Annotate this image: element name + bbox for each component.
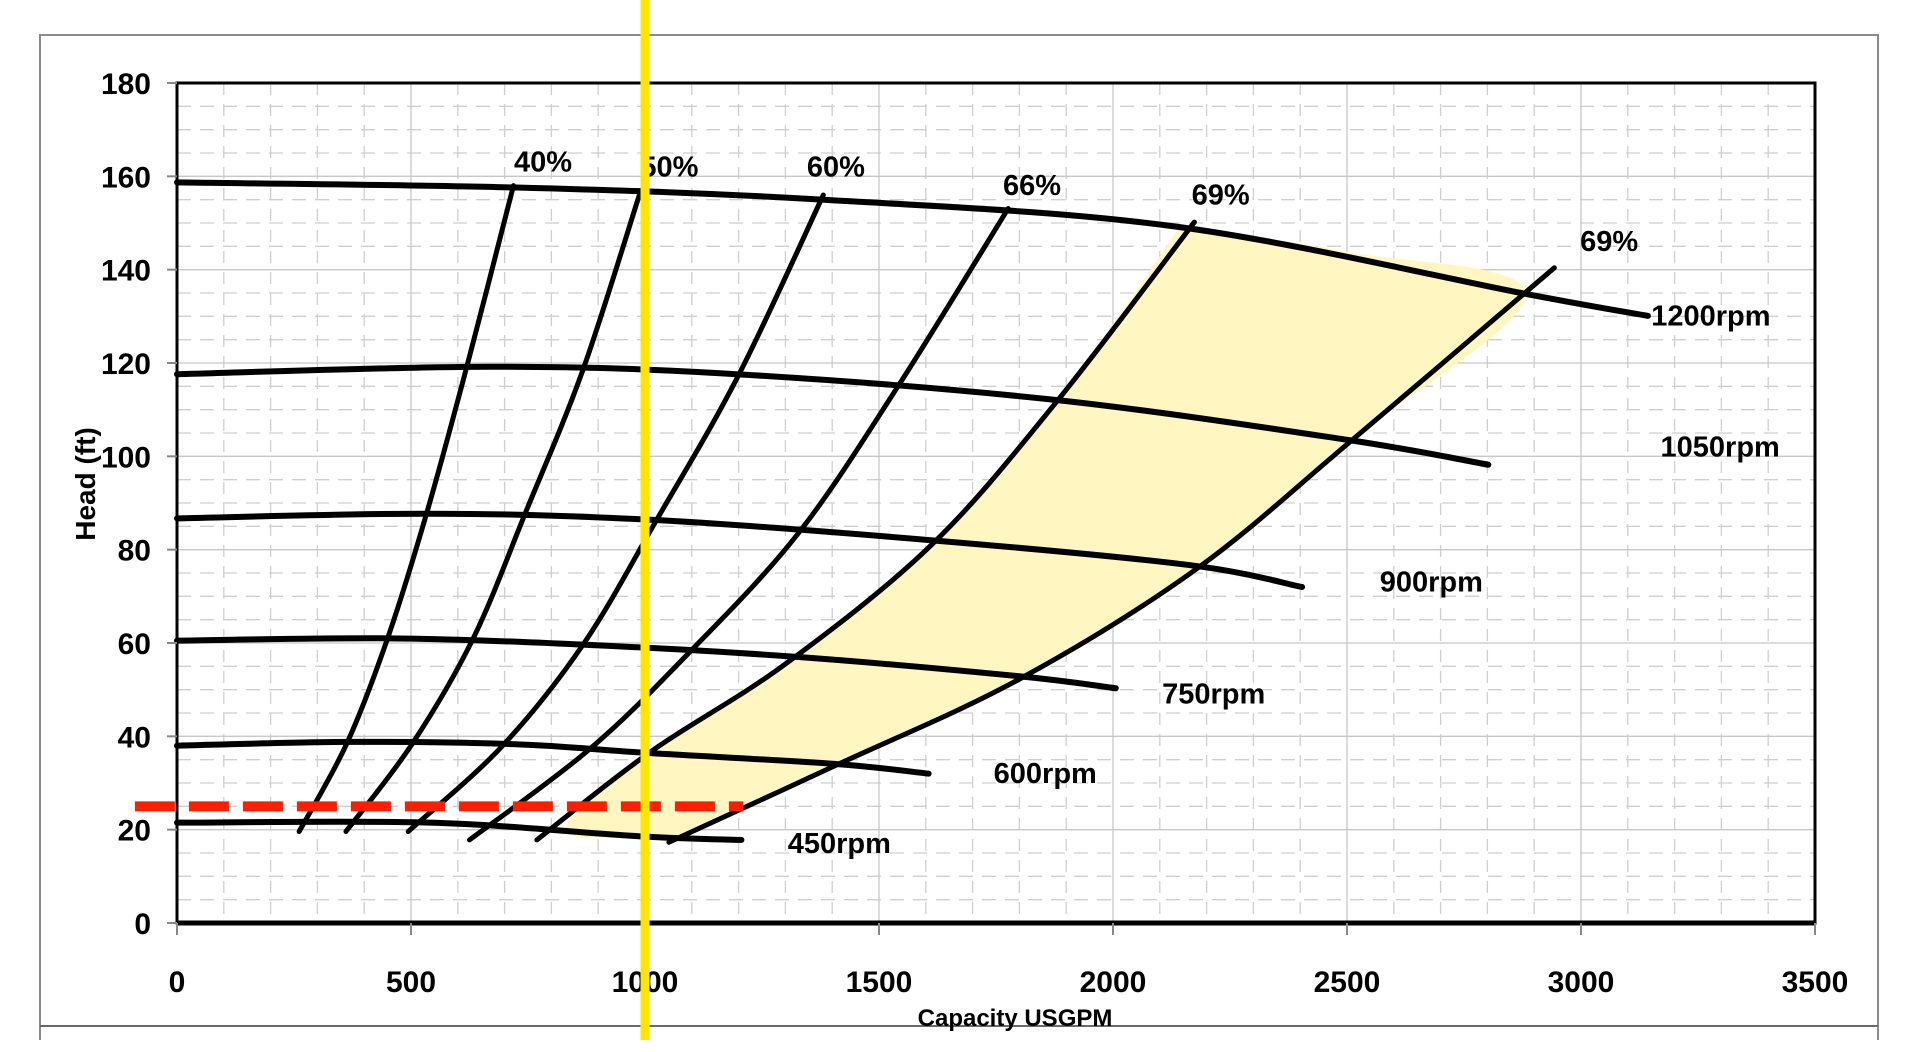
speed-curve-900rpm xyxy=(174,510,1306,590)
y-tick-label: 140 xyxy=(101,255,151,288)
x-tick-label: 2000 xyxy=(1080,966,1147,999)
x-tick-label: 3000 xyxy=(1548,966,1615,999)
curve-label: 900rpm xyxy=(1380,567,1483,599)
y-axis-title: Head (ft) xyxy=(70,427,101,541)
efficiency-curve-3 xyxy=(467,206,1011,843)
preferred-operating-region xyxy=(565,225,1526,838)
annotation-lines xyxy=(134,0,744,1040)
curve-label: 750rpm xyxy=(1162,679,1265,711)
curve-label: 50% xyxy=(640,151,698,183)
y-tick-label: 120 xyxy=(101,348,151,381)
x-tick-label: 3500 xyxy=(1782,966,1849,999)
curve-label: 600rpm xyxy=(994,758,1097,790)
curve-labels: 1200rpm 1050rpm 900rpm 750rpm 600rpm 450rpm 40… xyxy=(514,147,1780,860)
shaded-region xyxy=(565,225,1526,838)
x-tick-label: 2500 xyxy=(1314,966,1381,999)
y-tick-label: 100 xyxy=(101,441,151,474)
curve-label: 69% xyxy=(1580,226,1638,258)
efficiency-curve-2 xyxy=(405,192,826,835)
curve-label: 69% xyxy=(1192,179,1250,211)
speed-curve-750rpm xyxy=(174,635,1119,692)
curve-label: 1200rpm xyxy=(1651,301,1770,333)
x-tick-label: 500 xyxy=(386,966,436,999)
curve-label: 40% xyxy=(514,147,572,179)
y-tick-label: 160 xyxy=(101,161,151,194)
x-axis-title: Capacity USGPM xyxy=(918,1005,1113,1032)
efficiency-curve-0 xyxy=(296,183,516,835)
speed-curve-1050rpm xyxy=(174,363,1492,468)
speed-curve-1200rpm xyxy=(174,179,1651,319)
curve-label: 1050rpm xyxy=(1661,431,1780,463)
curve-label: 60% xyxy=(807,151,865,183)
curve-label: 66% xyxy=(1003,170,1061,202)
y-tick-label: 20 xyxy=(118,815,151,848)
efficiency-curve-5 xyxy=(666,265,1557,845)
curve-label: 450rpm xyxy=(788,828,891,860)
x-tick-label: 0 xyxy=(169,966,186,999)
axis-ticks: 0204060801001201401601800500100015002000… xyxy=(101,68,1848,999)
speed-curve-450rpm xyxy=(174,818,745,843)
y-tick-label: 0 xyxy=(134,908,151,941)
y-tick-label: 40 xyxy=(118,721,151,754)
efficiency-curve-1 xyxy=(343,187,644,835)
outer-frame xyxy=(39,34,1879,1040)
y-tick-label: 60 xyxy=(118,628,151,661)
y-tick-label: 80 xyxy=(118,535,151,568)
y-tick-label: 180 xyxy=(101,68,151,101)
x-tick-label: 1500 xyxy=(846,966,913,999)
